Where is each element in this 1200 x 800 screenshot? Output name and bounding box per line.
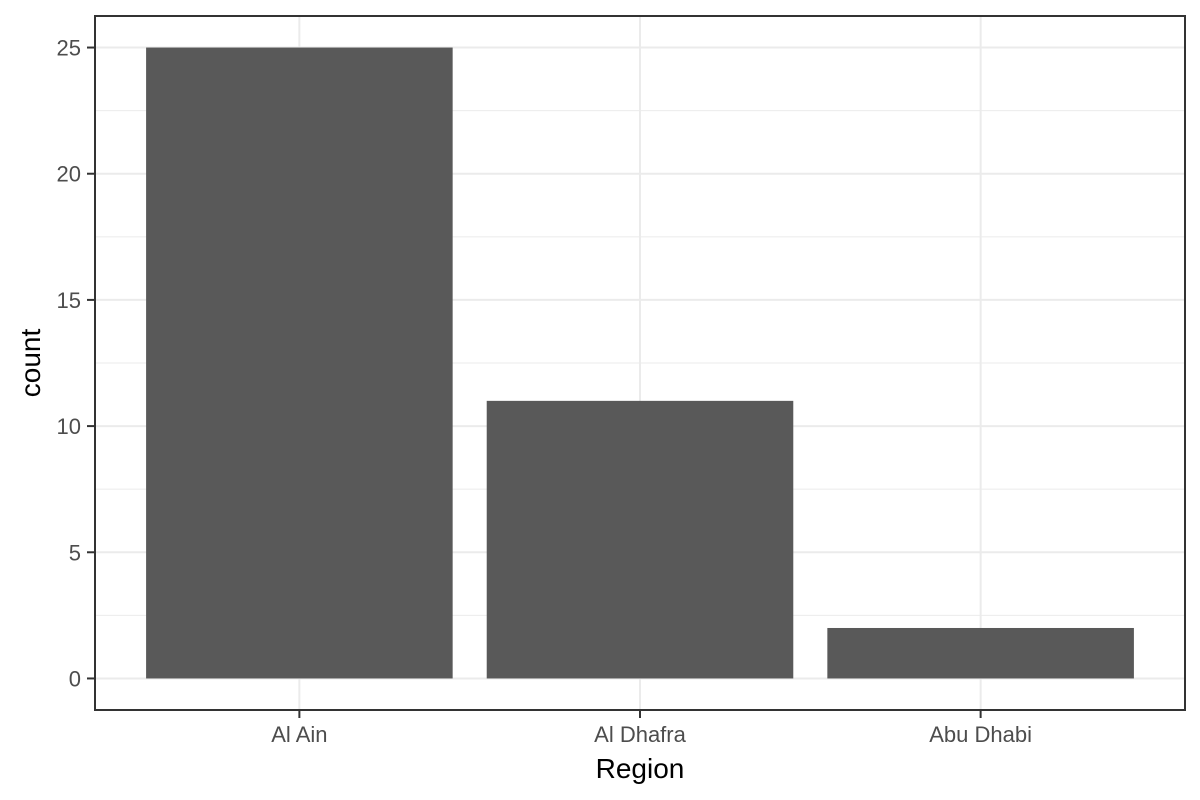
y-tick-label: 25 bbox=[57, 36, 81, 61]
bar-al-dhafra bbox=[486, 400, 794, 679]
bars bbox=[146, 47, 1134, 679]
y-axis-title: count bbox=[15, 329, 46, 398]
y-axis: 0 5 10 15 20 25 bbox=[57, 36, 95, 691]
bar-abu-dhabi bbox=[827, 627, 1134, 679]
y-tick-label: 20 bbox=[57, 162, 81, 187]
bar-al-ain bbox=[146, 47, 453, 679]
x-tick-label: Al Ain bbox=[271, 722, 327, 747]
y-tick-label: 0 bbox=[69, 666, 81, 691]
x-tick-label: Abu Dhabi bbox=[929, 722, 1032, 747]
y-tick-label: 10 bbox=[57, 414, 81, 439]
x-tick-label: Al Dhafra bbox=[594, 722, 686, 747]
y-tick-label: 15 bbox=[57, 288, 81, 313]
x-axis-title: Region bbox=[596, 753, 685, 784]
y-tick-label: 5 bbox=[69, 540, 81, 565]
x-axis: Al Ain Al Dhafra Abu Dhabi bbox=[271, 710, 1032, 747]
